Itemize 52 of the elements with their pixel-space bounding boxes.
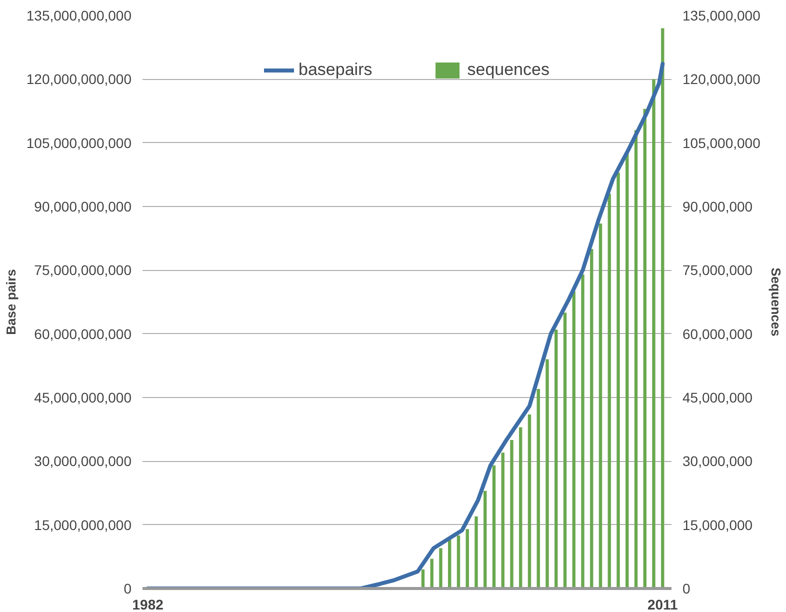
x-tick-label: 1982	[132, 596, 164, 612]
bar	[626, 151, 629, 588]
bar	[474, 516, 478, 588]
y2-tick-label: 15,000,000	[682, 516, 753, 533]
bar	[608, 194, 611, 588]
y-tick-label: 0	[124, 580, 132, 596]
bar	[439, 548, 442, 588]
bar	[554, 330, 558, 588]
bar	[484, 490, 487, 588]
y2-tick-label: 90,000,000	[682, 198, 753, 214]
y-tick-label: 135,000,000,000	[26, 8, 132, 24]
y2-tick-label: 30,000,000	[682, 453, 753, 470]
bar	[581, 274, 584, 588]
legend-label: basepairs	[298, 60, 372, 80]
bar	[492, 465, 496, 588]
bar	[519, 427, 522, 588]
bar	[456, 535, 460, 588]
y-tick-label: 60,000,000,000	[34, 326, 132, 342]
y2-tick-label: 45,000,000	[682, 390, 753, 406]
bar	[536, 389, 540, 588]
y2-tick-label: 0	[682, 580, 690, 596]
y2-tick-label: 60,000,000	[682, 326, 753, 342]
y-tick-label: 45,000,000,000	[34, 390, 132, 406]
y2-axis-title: Sequences	[768, 268, 784, 336]
y-axis-title: Base pairs	[3, 269, 18, 335]
legend-label: sequences	[467, 60, 550, 80]
bar	[510, 440, 514, 588]
line-series	[146, 62, 665, 588]
y-tick-label: 120,000,000,000	[26, 71, 132, 88]
bar	[590, 248, 594, 588]
y-tick-label: 105,000,000,000	[26, 134, 132, 151]
y-tick-label: 90,000,000,000	[34, 198, 132, 214]
bar	[634, 130, 638, 588]
bar	[466, 529, 469, 588]
bar	[616, 172, 620, 588]
y2-tick-label: 135,000,000	[682, 8, 761, 24]
bar	[528, 414, 532, 588]
x-tick-label: 2011	[647, 596, 678, 612]
y-tick-label: 15,000,000,000	[34, 516, 132, 533]
bar	[652, 79, 656, 588]
bar	[501, 452, 504, 588]
y2-tick-label: 120,000,000	[682, 71, 761, 88]
bar	[546, 359, 549, 588]
bar	[643, 108, 646, 588]
bar	[598, 223, 602, 588]
bar	[661, 28, 664, 588]
y2-tick-label: 75,000,000	[682, 262, 753, 278]
y2-tick-label: 105,000,000	[682, 134, 761, 151]
bar	[572, 291, 576, 588]
y-tick-label: 75,000,000,000	[34, 262, 132, 278]
bar	[563, 312, 567, 588]
y-tick-label: 30,000,000,000	[34, 453, 132, 470]
